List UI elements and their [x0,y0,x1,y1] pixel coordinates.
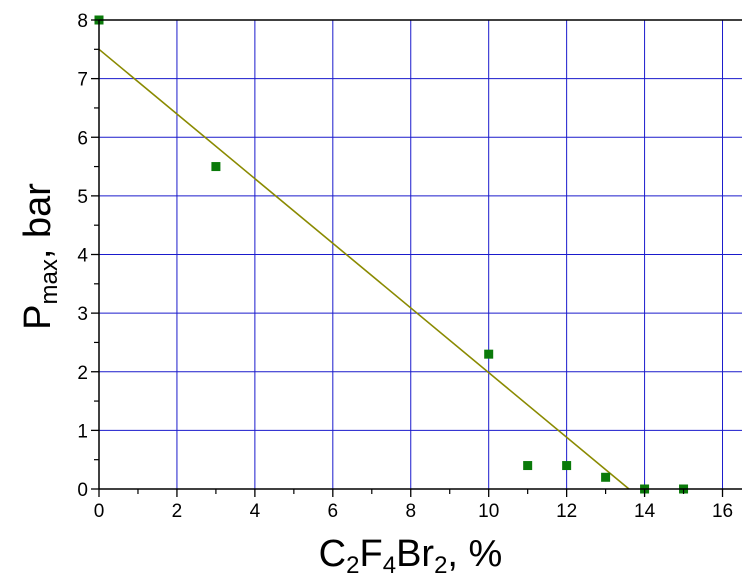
x-tick-label: 0 [94,501,105,522]
ticks [91,19,724,497]
fit-line [98,48,630,490]
axis-title-subscript: 4 [383,552,396,579]
y-tick-label: 6 [77,128,88,149]
x-tick-label: 8 [405,501,416,522]
axis-title-part: , % [447,533,502,575]
y-tick-label: 8 [77,11,88,32]
axis-title-part: C [319,533,346,575]
y-tick-label: 7 [77,70,88,91]
y-tick-label: 1 [77,421,88,442]
axis-title-subscript: 2 [434,552,447,579]
x-tick-label: 6 [328,501,339,522]
x-tick-label: 4 [250,501,261,522]
x-tick-label: 12 [556,501,577,522]
x-axis-title: C2F4Br2, % [319,533,503,579]
x-tick-label: 16 [712,501,733,522]
y-tick-label: 4 [77,246,88,267]
y-axis-title: Pmax, bar [17,183,63,330]
x-tick-label: 2 [172,501,183,522]
axis-title-subscript: 2 [346,552,359,579]
axis-title-subscript: max [36,259,63,304]
axis-title-part: Br [396,533,434,575]
data-point [601,472,611,482]
x-tick-label: 10 [478,501,499,522]
y-tick-label: 5 [77,187,88,208]
y-tick-label: 2 [77,363,88,384]
data-point [484,349,494,359]
axis-title-part: , bar [17,183,59,259]
data-point [211,162,221,172]
x-tick-label: 14 [634,501,656,522]
axis-title-part: P [17,305,59,330]
y-tick-label: 0 [77,480,88,501]
data-point [523,461,533,471]
axis-title-part: F [359,533,382,575]
data-point [562,461,572,471]
y-tick-label: 3 [77,304,88,325]
grid [99,19,742,489]
